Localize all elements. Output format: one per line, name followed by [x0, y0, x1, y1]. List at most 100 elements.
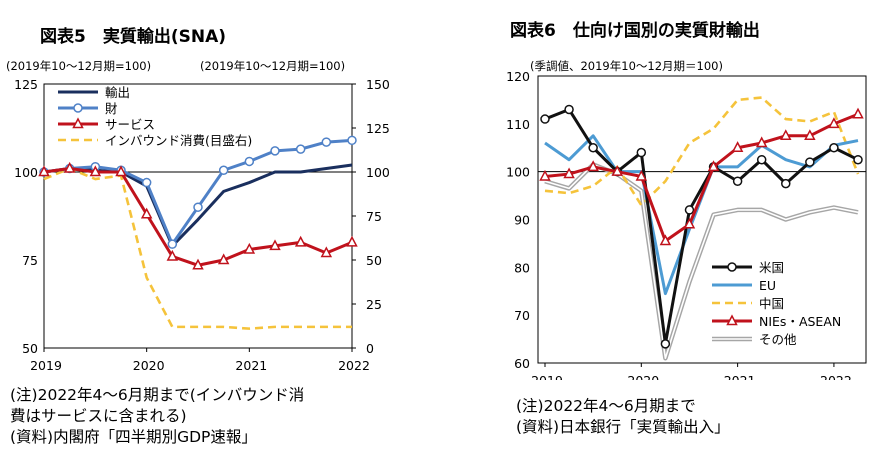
- series-5-1-point: [218, 165, 229, 175]
- chart5-right-tick: 50: [366, 253, 382, 268]
- series-6-0-point: [805, 157, 815, 167]
- chart5-legend-label: 輸出: [105, 85, 130, 100]
- chart5-plot: 125 100 75 50 150 125 100 75 50 25 0 2019 2020 2021 20…: [14, 77, 390, 373]
- series-6-0-point: [756, 154, 767, 165]
- chart5-right-tick: 150: [366, 77, 390, 92]
- series-6-2-line: [544, 96, 860, 207]
- chart6-title: 図表6 仕向け国別の実質財輸出: [510, 21, 760, 41]
- series-5-1-point: [167, 239, 178, 249]
- series-6-3-point: [828, 117, 840, 129]
- series-6-0-point: [853, 154, 863, 165]
- series-5-2-point: [140, 207, 153, 219]
- series-6-3-line: [544, 112, 859, 243]
- chart5-note-2: 費はサービスに含まれる): [10, 407, 187, 425]
- chart6-y-tick: 100: [506, 165, 530, 180]
- chart5-legend-label: サービス: [105, 117, 155, 132]
- series-5-2-point: [320, 246, 333, 258]
- series-5-2-point: [217, 253, 230, 265]
- chart6-note: (注)2022年4～6月期まで: [516, 397, 696, 415]
- chart6-source: (資料)日本銀行「実質輸出入」: [516, 418, 730, 436]
- series-6-0-point: [732, 176, 743, 186]
- chart5-x-label: 2021: [235, 358, 267, 373]
- chart5-x-label: 2019: [30, 358, 62, 373]
- chart6-legend-label: 中国: [759, 296, 784, 311]
- series-6-3-point: [731, 141, 744, 152]
- chart5-left-tick: 75: [22, 253, 38, 268]
- chart6-x-label: 2019: [531, 373, 563, 380]
- chart6-plot: 120 110 100 90 80 70 602019 2020 2021 2022 米国 EU 中国 N…: [506, 69, 867, 380]
- series-5-2-point: [38, 165, 50, 177]
- series-6-3-point: [804, 129, 816, 141]
- chart5-legend-label: インバウンド消費(目盛右): [105, 133, 252, 148]
- series-6-3-point: [587, 160, 599, 172]
- series-6-3-point: [635, 169, 648, 181]
- legend-marker-5-2: [72, 117, 84, 129]
- chart6-y-tick: 110: [506, 117, 530, 132]
- chart5-right-unit: (2019年10～12月期=100): [200, 59, 346, 73]
- series-6-3-point: [683, 217, 696, 229]
- series-5-1-point: [295, 144, 306, 154]
- chart6-x-label: 2020: [627, 373, 659, 380]
- series-5-1-point: [321, 137, 332, 147]
- chart6-y-tick: 90: [514, 213, 530, 228]
- series-5-2-point: [89, 165, 102, 177]
- legend-marker-6-0: [727, 262, 737, 272]
- series-6-0-point: [636, 147, 647, 158]
- series-5-1-point: [193, 202, 203, 212]
- series-6-0-point: [588, 143, 598, 153]
- chart6-y-tick: 120: [506, 69, 530, 84]
- series-6-0-point: [540, 114, 550, 124]
- chart6-y-tick: 60: [514, 356, 530, 371]
- chart5-title: 図表5 実質輸出(SNA): [40, 27, 226, 47]
- series-5-2-point: [63, 161, 76, 173]
- series-6-4-line-inner: [544, 163, 859, 360]
- chart5-left-unit: (2019年10～12月期=100): [6, 59, 152, 73]
- chart6-legend-label: 米国: [759, 260, 784, 275]
- legend-marker-5-1: [73, 103, 83, 113]
- chart6-y-tick: 80: [514, 260, 530, 275]
- series-6-0-line: [544, 107, 859, 346]
- series-5-3-line: [43, 167, 352, 330]
- chart5-left-tick: 100: [14, 165, 38, 180]
- series-5-2-point: [166, 249, 179, 261]
- series-5-2-point: [115, 165, 127, 177]
- series-6-3-point: [539, 169, 551, 181]
- chart6-legend-label: NIEs・ASEAN: [759, 314, 841, 329]
- chart5-right-tick: 100: [366, 165, 390, 180]
- chart5-right-tick: 25: [366, 297, 382, 312]
- series-6-3-point: [611, 165, 623, 176]
- series-6-0-point: [564, 104, 574, 115]
- series-6-0-point: [660, 339, 671, 349]
- series-6-3-point: [659, 234, 672, 246]
- chart6-y-tick: 70: [514, 308, 530, 323]
- chart6-x-label: 2021: [724, 373, 756, 380]
- chart6-legend-label: EU: [759, 278, 776, 293]
- series-5-1-point: [244, 156, 255, 167]
- series-5-2-point: [192, 258, 204, 270]
- series-6-0-point: [781, 178, 791, 189]
- series-5-2-point: [243, 242, 256, 254]
- series-5-1-point: [347, 135, 357, 146]
- chart6-frame: [537, 75, 867, 364]
- chart5-legend-label: 財: [105, 101, 118, 116]
- chart5-note-1: (注)2022年4～6月期まで(インバウンド消: [10, 386, 305, 404]
- chart5-x-label: 2022: [338, 358, 370, 373]
- chart6-x-label: 2022: [820, 373, 852, 380]
- series-6-3-point: [563, 167, 575, 179]
- series-6-3-point: [852, 107, 864, 119]
- series-6-0-point: [829, 143, 839, 153]
- series-5-1-point: [141, 177, 152, 188]
- series-6-3-point: [755, 136, 768, 148]
- chart5-right-tick: 0: [366, 341, 374, 356]
- chart5-left-tick: 50: [22, 341, 38, 356]
- series-5-2-point: [346, 235, 358, 247]
- series-6-3-point: [780, 129, 792, 141]
- chart5-right-tick: 125: [366, 121, 390, 136]
- series-5-2-point: [269, 239, 281, 251]
- legend-marker-6-3: [726, 314, 738, 326]
- series-6-3-point: [707, 160, 720, 172]
- chart5-left-tick: 125: [14, 77, 38, 92]
- chart5-x-label: 2020: [133, 358, 165, 373]
- chart6-unit: (季調値、2019年10～12月期＝100): [530, 59, 723, 73]
- chart5-right-tick: 75: [366, 209, 382, 224]
